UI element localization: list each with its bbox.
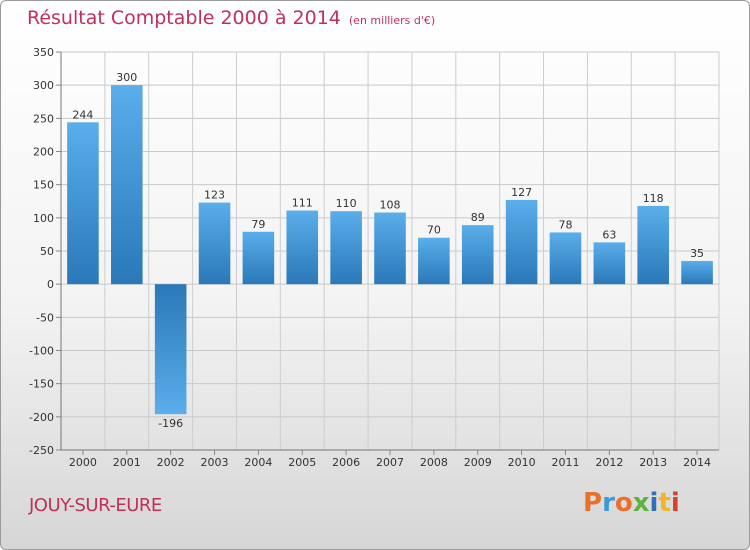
x-tick-label-2012: 2012: [595, 456, 623, 469]
x-tick-label-2001: 2001: [113, 456, 141, 469]
y-tick-label: 300: [33, 79, 54, 92]
logo-letter: r: [602, 488, 615, 518]
bar-2002: [154, 284, 187, 415]
value-label-2012: 63: [602, 228, 616, 241]
x-tick-label-2006: 2006: [332, 456, 360, 469]
value-label-2011: 78: [558, 218, 572, 231]
x-tick-label-2003: 2003: [201, 456, 229, 469]
bar-2013: [637, 205, 669, 285]
chart-title-text: Résultat Comptable 2000 à 2014: [27, 7, 341, 29]
bar-2001: [111, 85, 143, 285]
value-label-2000: 244: [72, 108, 93, 121]
bar-2007: [374, 212, 406, 285]
proxiti-logo: Proxiti: [583, 488, 680, 518]
logo-letter: P: [583, 488, 603, 518]
x-tick-label-2011: 2011: [551, 456, 579, 469]
bar-2004: [242, 231, 275, 285]
y-tick-label: 50: [40, 245, 54, 258]
value-label-2006: 110: [336, 197, 357, 210]
value-label-2009: 89: [471, 211, 485, 224]
y-tick-label: 100: [33, 212, 54, 225]
y-tick-label: 0: [47, 278, 54, 291]
value-label-2014: 35: [690, 247, 704, 260]
x-tick-label-2005: 2005: [288, 456, 316, 469]
x-tick-label-2010: 2010: [508, 456, 536, 469]
value-label-2010: 127: [511, 186, 532, 199]
value-label-2007: 108: [380, 199, 401, 212]
x-tick-label-2004: 2004: [244, 456, 272, 469]
value-label-2002: -196: [158, 417, 183, 430]
y-tick-label: -100: [29, 345, 54, 358]
bar-2009: [461, 225, 494, 285]
value-label-2005: 111: [292, 197, 313, 210]
bar-2010: [505, 199, 538, 285]
value-label-2008: 70: [427, 224, 441, 237]
logo-letter: x: [632, 488, 650, 518]
bar-2008: [418, 237, 450, 285]
bar-2000: [67, 122, 99, 285]
commune-name: JOUY-SUR-EURE: [29, 495, 162, 516]
y-tick-label: 150: [33, 179, 54, 192]
bar-2012: [593, 242, 626, 285]
x-tick-label-2014: 2014: [683, 456, 711, 469]
x-tick-label-2008: 2008: [420, 456, 448, 469]
logo-letter: o: [614, 488, 633, 518]
logo-letter: i: [670, 488, 680, 518]
chart-unit: (en milliers d'€): [348, 14, 436, 27]
value-label-2013: 118: [643, 192, 664, 205]
bar-2003: [198, 202, 231, 285]
value-label-2003: 123: [204, 189, 225, 202]
chart-title: Résultat Comptable 2000 à 2014 (en millie…: [27, 7, 435, 29]
y-tick-label: -200: [29, 411, 54, 424]
y-tick-label: -250: [29, 444, 54, 457]
x-tick-label-2007: 2007: [376, 456, 404, 469]
logo-letter: i: [649, 488, 659, 518]
value-label-2004: 79: [251, 218, 265, 231]
x-tick-label-2000: 2000: [69, 456, 97, 469]
x-tick-label-2009: 2009: [464, 456, 492, 469]
y-tick-label: -50: [36, 311, 54, 324]
y-tick-label: -150: [29, 378, 54, 391]
logo-letter: t: [658, 488, 671, 518]
bar-2005: [286, 210, 319, 285]
y-tick-label: 200: [33, 146, 54, 159]
bar-2014: [681, 260, 713, 285]
bar-2006: [330, 211, 362, 285]
y-tick-label: 250: [33, 112, 54, 125]
y-tick-label: 350: [33, 46, 54, 59]
x-tick-label-2013: 2013: [639, 456, 667, 469]
bar-2011: [549, 232, 582, 285]
value-label-2001: 300: [116, 71, 137, 84]
x-tick-label-2002: 2002: [157, 456, 185, 469]
